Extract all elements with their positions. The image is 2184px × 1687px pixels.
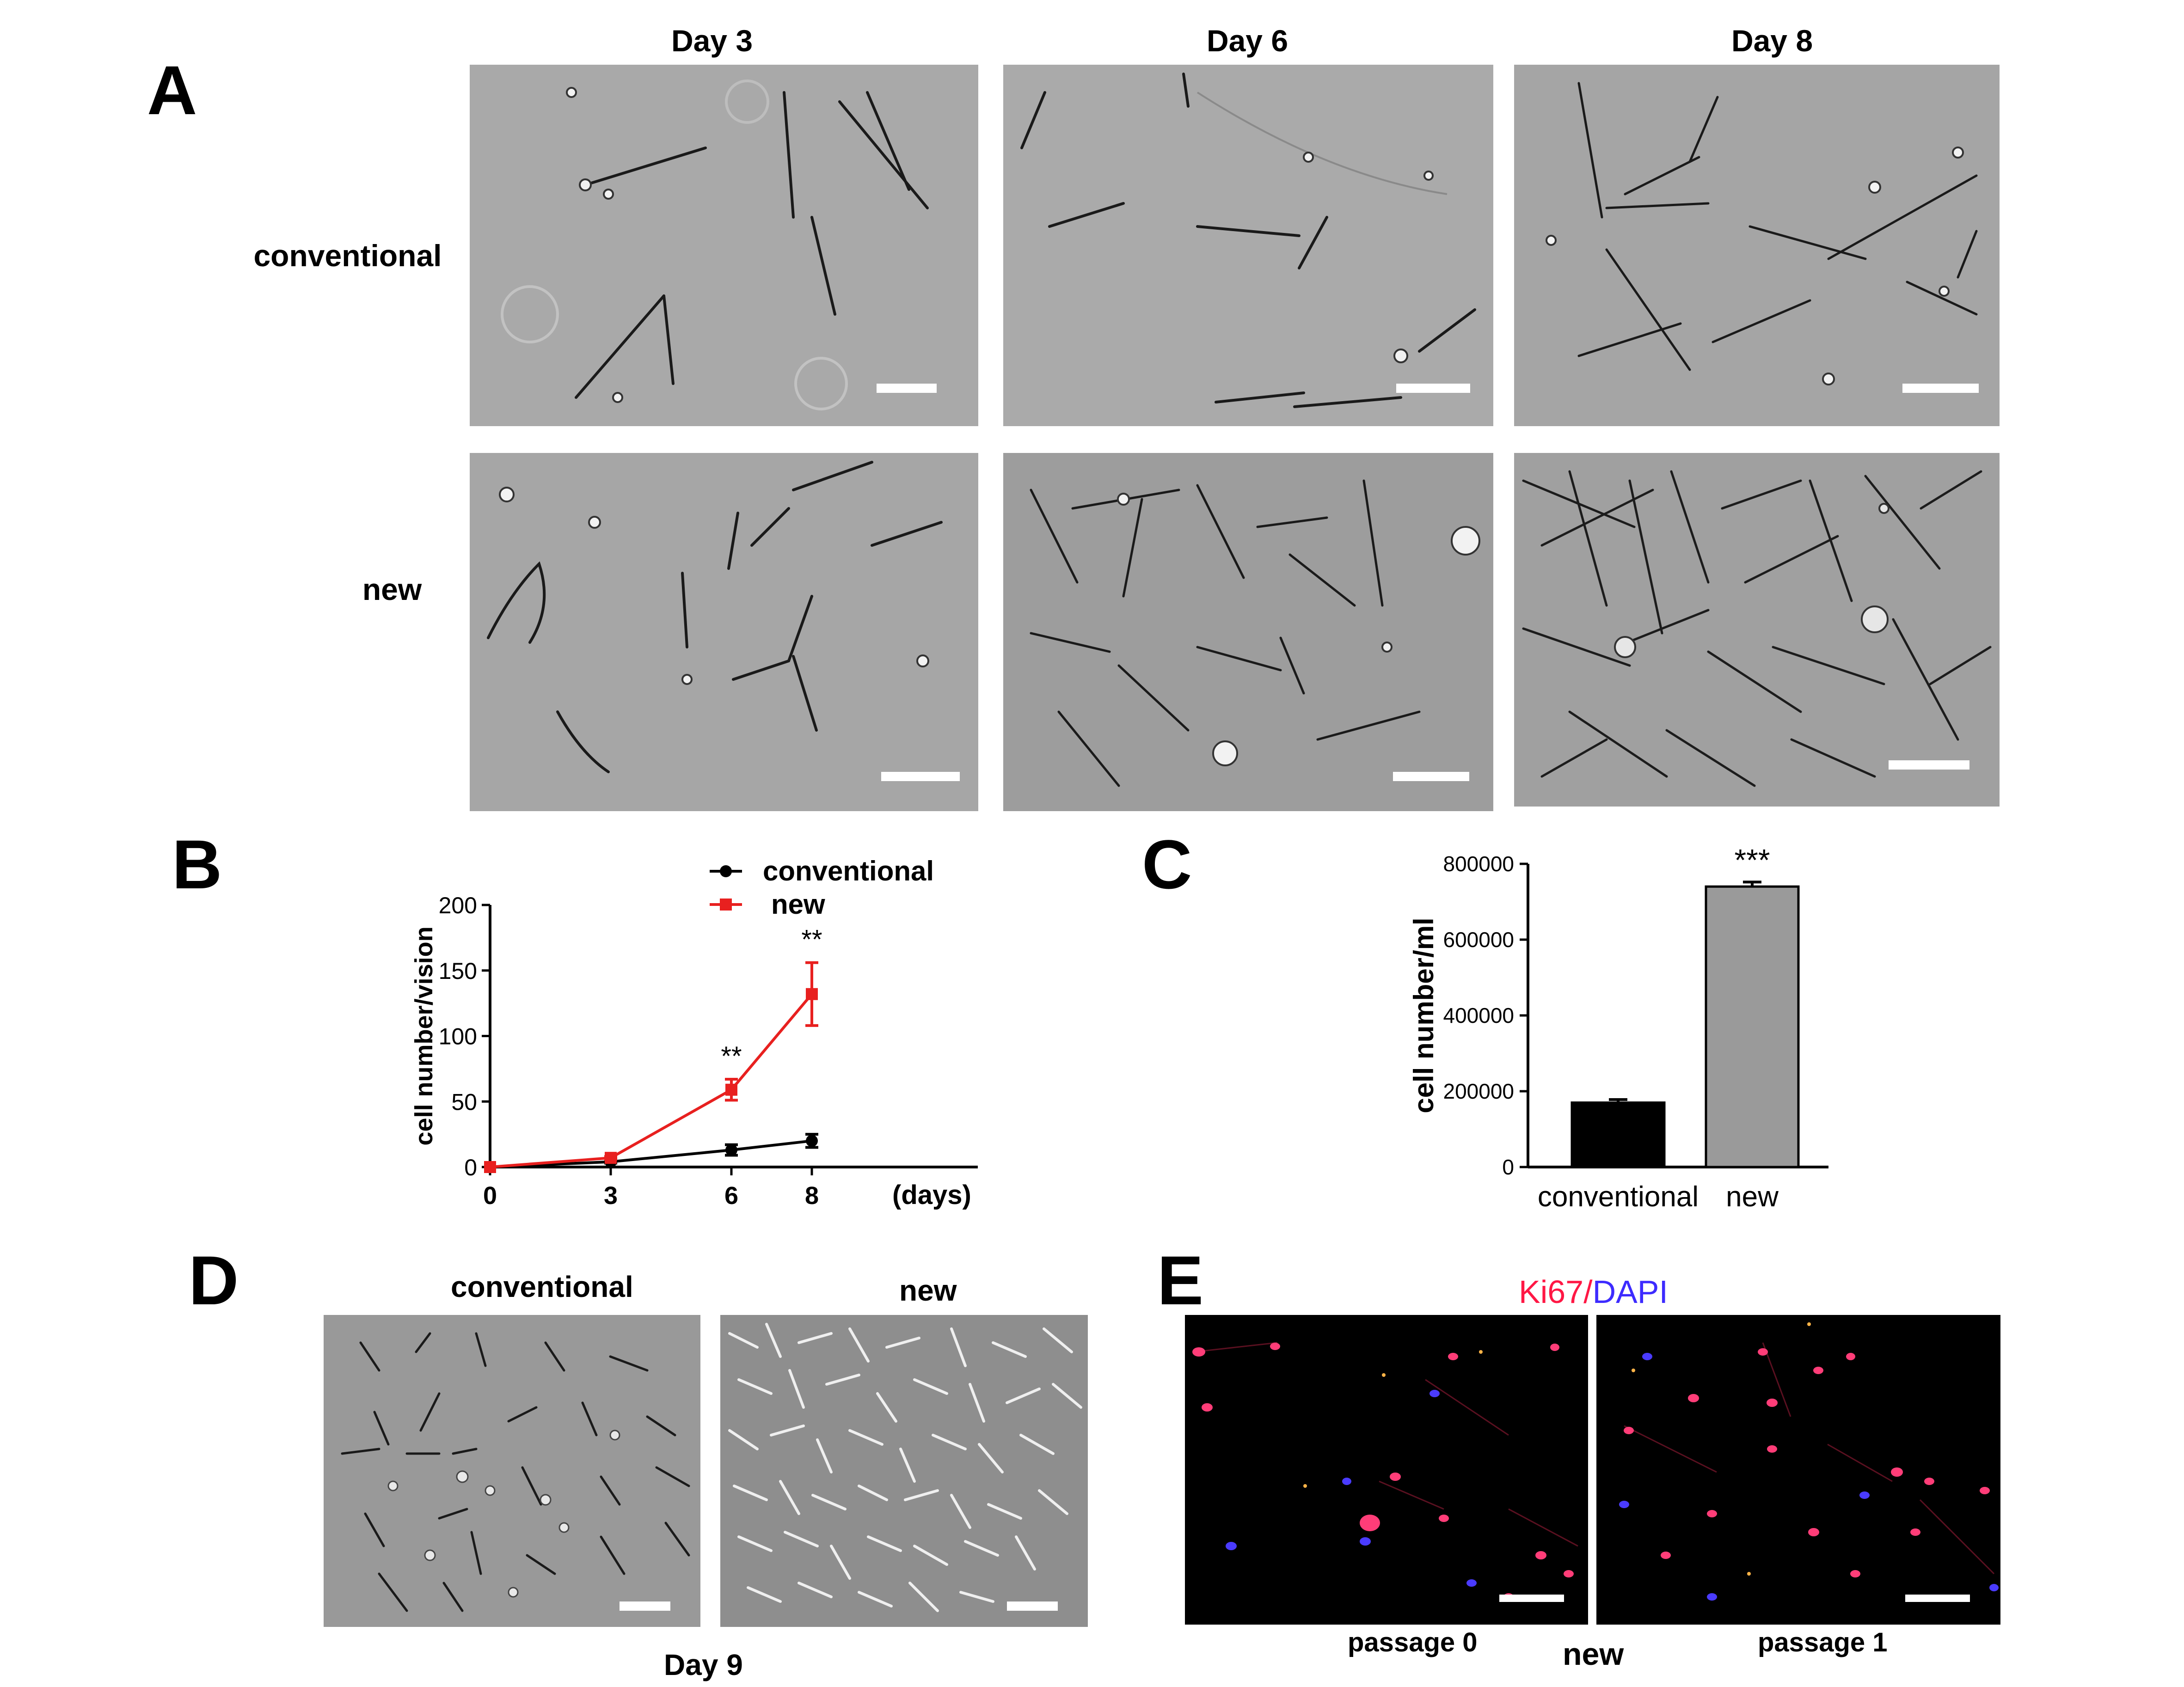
x-tick-label: 0 (483, 1182, 497, 1210)
panel-d-title-new: new (899, 1274, 957, 1307)
x-axis-label: (days) (892, 1180, 971, 1210)
scale-bar (1905, 1595, 1970, 1602)
row-header-new: new (362, 572, 422, 606)
data-point (725, 1144, 737, 1156)
y-tick-label: 100 (439, 1024, 477, 1050)
column-header-day6: Day 6 (1206, 24, 1288, 58)
y-axis-label: cell number/ml (1408, 917, 1439, 1113)
series-line-conventional (490, 1139, 812, 1168)
dapi-label: DAPI (1592, 1274, 1668, 1310)
scale-bar (1007, 1601, 1058, 1611)
data-point (725, 1083, 737, 1096)
y-tick-label: 0 (464, 1155, 477, 1180)
panel-label-b: B (172, 825, 222, 903)
passage1-label: passage 1 (1758, 1627, 1888, 1657)
scale-bar (1889, 760, 1969, 770)
micrograph-conventional-day8 (1514, 65, 2000, 426)
legend-label-new: new (771, 889, 825, 920)
x-tick-label: 6 (724, 1182, 738, 1210)
panel-label-e: E (1157, 1241, 1204, 1319)
category-label-new: new (1726, 1181, 1779, 1213)
column-header-day8: Day 8 (1731, 24, 1813, 58)
bar-new (1705, 885, 1800, 1168)
scale-bar (1396, 384, 1470, 393)
ki67-label: Ki67 (1519, 1274, 1584, 1310)
series-line-new (490, 993, 813, 1168)
legend-marker (720, 899, 732, 911)
legend-marker (720, 865, 732, 877)
significance-stars: ** (801, 925, 822, 955)
micrograph-new-day8 (1514, 453, 2000, 807)
x-tick-label: 8 (805, 1182, 819, 1210)
significance-stars: *** (1734, 843, 1770, 877)
micrograph-new-day6 (1003, 453, 1493, 811)
micrograph-conventional-day9 (324, 1315, 700, 1627)
y-tick-label: 200 (439, 892, 477, 918)
scale-bar (877, 384, 937, 393)
y-tick-label: 600000 (1443, 928, 1515, 952)
micrograph-conventional-day6 (1003, 65, 1493, 426)
panel-d-title-conventional: conventional (451, 1270, 633, 1303)
title-separator: / (1583, 1274, 1593, 1310)
micrograph-new-day9 (720, 1315, 1088, 1627)
legend-label-conventional: conventional (763, 856, 934, 886)
data-point (806, 1135, 818, 1147)
scale-bar (1499, 1595, 1564, 1602)
y-tick-label: 150 (439, 958, 477, 984)
panel-label-c: C (1142, 825, 1192, 903)
significance-stars: ** (721, 1041, 742, 1071)
y-axis-label: cell number/vision (410, 926, 438, 1145)
data-point (605, 1152, 617, 1164)
line-chart-svg: 0 50 100 150 200 0 3 6 8 (days) cell number/vision… (410, 856, 978, 1210)
scale-bar (1393, 772, 1469, 781)
panel-label-a: A (147, 51, 197, 129)
scale-bar (1902, 384, 1979, 393)
panel-e-caption: new (1563, 1637, 1624, 1672)
scale-bar (620, 1601, 670, 1611)
bar-conventional (1571, 1101, 1666, 1168)
data-point (484, 1161, 496, 1173)
panel-label-d: D (189, 1241, 239, 1319)
y-tick-label: 0 (1502, 1155, 1514, 1179)
x-tick-label: 3 (604, 1182, 618, 1210)
category-label-conventional: conventional (1538, 1181, 1699, 1213)
micrograph-new-day3 (470, 453, 978, 811)
y-tick-label: 50 (451, 1089, 477, 1115)
micrograph-conventional-day3 (470, 65, 978, 426)
column-header-day3: Day 3 (671, 24, 753, 58)
fluorescence-passage0 (1185, 1315, 1588, 1625)
panel-e-title: Ki67/DAPI (1519, 1276, 1668, 1308)
y-tick-label: 800000 (1443, 852, 1515, 876)
fluorescence-passage1 (1596, 1315, 2000, 1625)
y-tick-label: 200000 (1443, 1079, 1515, 1103)
panel-d-caption: Day 9 (664, 1648, 743, 1681)
passage0-label: passage 0 (1348, 1627, 1478, 1657)
y-tick-label: 400000 (1443, 1003, 1515, 1027)
scale-bar (881, 772, 960, 781)
data-point (806, 988, 818, 1000)
line-chart: 0 50 100 150 200 0 3 6 8 (days) cell number/vision… (0, 0, 1063, 1248)
row-header-conventional: conventional (253, 238, 442, 273)
